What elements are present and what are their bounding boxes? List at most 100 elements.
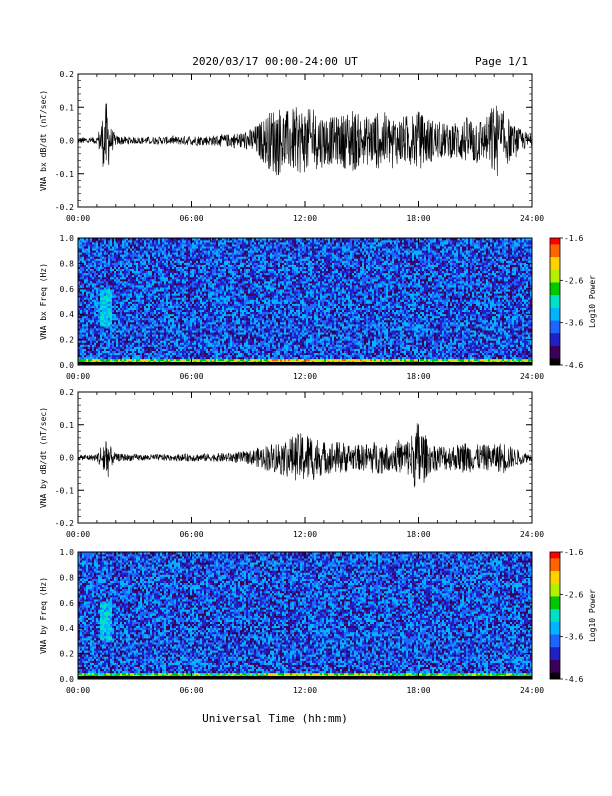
spectrogram-cell [198, 299, 200, 301]
spectrogram-cell [108, 330, 110, 332]
spectrogram-cell [188, 285, 190, 287]
spectrogram-cell [140, 322, 142, 324]
spectrogram-cell [184, 324, 186, 326]
spectrogram-cell [192, 304, 194, 306]
spectrogram-cell [214, 347, 216, 349]
spectrogram-cell [218, 353, 220, 355]
spectrogram-cell [208, 283, 210, 285]
spectrogram-cell [92, 320, 94, 322]
spectrogram-cell [146, 328, 148, 330]
spectrogram-cell [190, 269, 192, 271]
spectrogram-cell [196, 295, 198, 297]
spectrogram-cell [86, 252, 88, 254]
spectrogram-cell [80, 359, 82, 361]
spectrogram-cell [118, 334, 120, 336]
spectrogram-cell [144, 353, 146, 355]
spectrogram-cell [190, 302, 192, 304]
spectrogram-cell [124, 359, 126, 361]
spectrogram-cell [100, 252, 102, 254]
spectrogram-cell [92, 250, 94, 252]
spectrogram-cell [166, 312, 168, 314]
spectrogram-cell [146, 295, 148, 297]
spectrogram-cell [172, 316, 174, 318]
spectrogram-cell [110, 285, 112, 287]
spectrogram-cell [192, 275, 194, 277]
spectrogram-cell [128, 269, 130, 271]
spectrogram-cell [208, 291, 210, 293]
spectrogram-cell [140, 289, 142, 291]
spectrogram-cell [126, 314, 128, 316]
spectrogram-cell [118, 314, 120, 316]
spectrogram-cell [202, 359, 204, 361]
spectrogram-cell [90, 342, 92, 344]
spectrogram-cell [100, 273, 102, 275]
spectrogram-cell [126, 349, 128, 351]
spectrogram-cell [230, 275, 232, 277]
spectrogram-cell [120, 252, 122, 254]
spectrogram-cell [210, 349, 212, 351]
spectrogram-cell [96, 310, 98, 312]
spectrogram-cell [218, 293, 220, 295]
spectrogram-cell [230, 297, 232, 299]
spectrogram-cell [148, 293, 150, 295]
spectrogram-cell [198, 269, 200, 271]
spectrogram-cell [226, 265, 228, 267]
spectrogram-cell [100, 320, 102, 322]
spectrogram-cell [214, 334, 216, 336]
spectrogram-cell [110, 248, 112, 250]
spectrogram-cell [128, 246, 130, 248]
spectrogram-cell [206, 336, 208, 338]
spectrogram-cell [216, 310, 218, 312]
spectrogram-cell [166, 293, 168, 295]
spectrogram-cell [158, 271, 160, 273]
spectrogram-cell [102, 273, 104, 275]
spectrogram-cell [176, 357, 178, 359]
spectrogram-cell [162, 281, 164, 283]
spectrogram-cell [102, 297, 104, 299]
spectrogram-cell [104, 263, 106, 265]
spectrogram-cell [160, 328, 162, 330]
spectrogram-cell [162, 306, 164, 308]
spectrogram-cell [168, 353, 170, 355]
spectrogram-cell [132, 283, 134, 285]
spectrogram-cell [80, 248, 82, 250]
spectrogram-cell [216, 252, 218, 254]
spectrogram-cell [194, 320, 196, 322]
spectrogram-cell [220, 279, 222, 281]
spectrogram-cell [226, 312, 228, 314]
spectrogram-cell [96, 283, 98, 285]
spectrogram-cell [172, 347, 174, 349]
spectrogram-cell [108, 263, 110, 265]
spectrogram-cell [158, 351, 160, 353]
spectrogram-cell [204, 349, 206, 351]
spectrogram-cell [116, 322, 118, 324]
spectrogram-cell [92, 275, 94, 277]
spectrogram-cell [230, 316, 232, 318]
spectrogram-cell [168, 359, 170, 361]
spectrogram-cell [140, 320, 142, 322]
spectrogram-cell [82, 291, 84, 293]
spectrogram-cell [112, 279, 114, 281]
spectrogram-cell [208, 332, 210, 334]
spectrogram-cell [164, 324, 166, 326]
spectrogram-cell [204, 242, 206, 244]
spectrogram-cell [124, 316, 126, 318]
spectrogram-cell [190, 347, 192, 349]
spectrogram-cell [210, 347, 212, 349]
spectrogram-cell [132, 312, 134, 314]
spectrogram-cell [158, 299, 160, 301]
spectrogram-cell [142, 322, 144, 324]
spectrogram-cell [156, 271, 158, 273]
spectrogram-cell [226, 359, 228, 361]
spectrogram-cell [154, 351, 156, 353]
spectrogram-cell [220, 256, 222, 258]
spectrogram-cell [108, 295, 110, 297]
spectrogram-cell [156, 355, 158, 357]
spectrogram-cell [218, 252, 220, 254]
spectrogram-cell [126, 302, 128, 304]
spectrogram-cell [112, 312, 114, 314]
spectrogram-cell [140, 316, 142, 318]
spectrogram-cell [118, 320, 120, 322]
spectrogram-cell [196, 267, 198, 269]
spectrogram-cell [198, 324, 200, 326]
